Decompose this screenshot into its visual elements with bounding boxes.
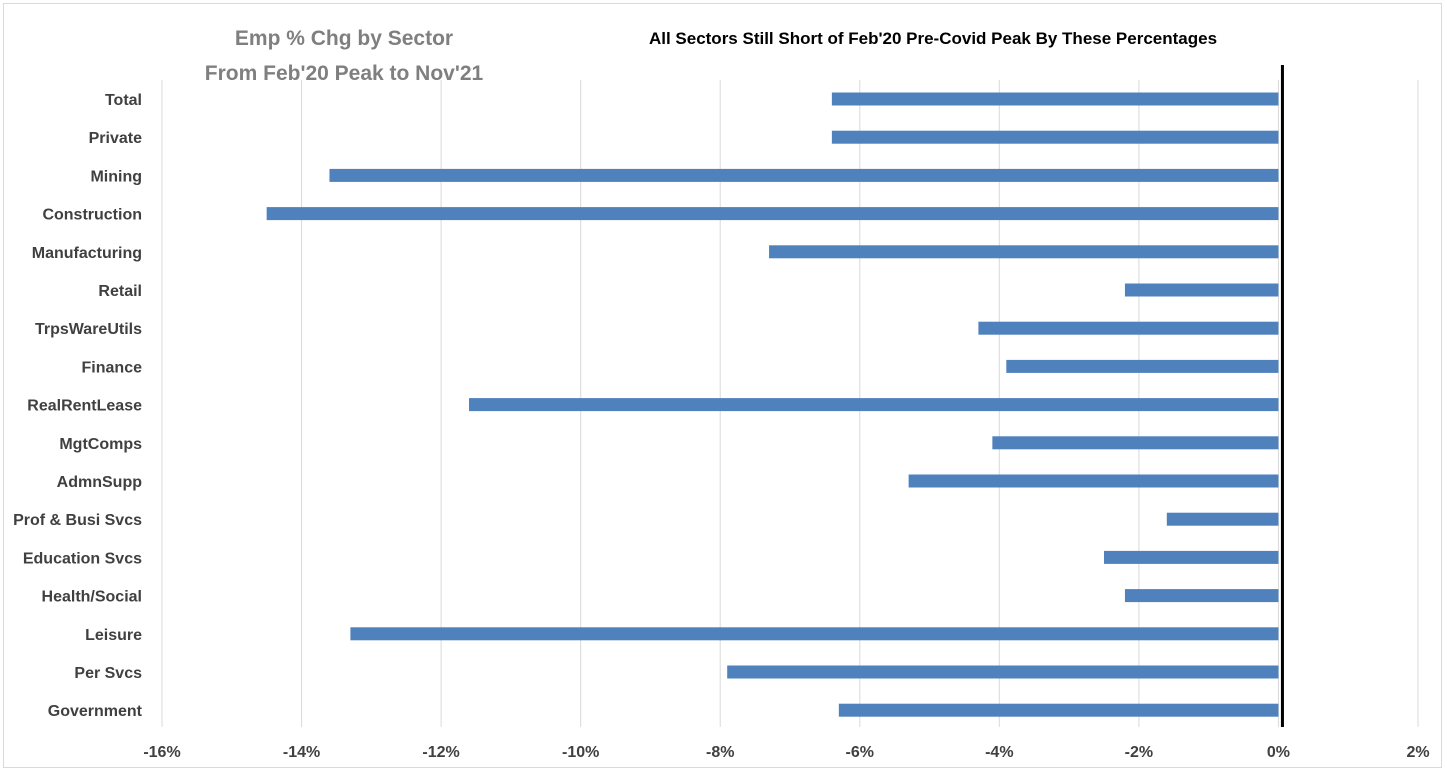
x-tick-label: -2%	[1125, 744, 1153, 761]
chart-subtitle: All Sectors Still Short of Feb'20 Pre-Co…	[649, 29, 1217, 48]
x-tick-label: -10%	[562, 744, 599, 761]
bar	[1124, 283, 1279, 297]
category-label: Private	[89, 130, 142, 147]
bar	[978, 321, 1279, 335]
bar	[266, 207, 1279, 221]
bar	[727, 665, 1279, 679]
x-tick-label: -8%	[706, 744, 734, 761]
bar	[1006, 359, 1279, 373]
x-tick-label: -14%	[283, 744, 320, 761]
bar	[1124, 589, 1279, 603]
bar	[769, 245, 1279, 259]
x-tick-labels: -16% -14% -12% -10% -8% -6% -4% -2% 0% 2%	[143, 744, 1429, 761]
category-label: RealRentLease	[27, 398, 142, 415]
category-label: Finance	[82, 359, 143, 376]
category-label: Leisure	[85, 627, 142, 644]
category-label: Health/Social	[42, 589, 142, 606]
bar	[838, 703, 1279, 717]
category-label: MgtComps	[59, 436, 142, 453]
category-labels: Total Private Mining Construction Manufactur…	[13, 92, 143, 720]
category-label: Prof & Busi Svcs	[13, 512, 142, 529]
x-tick-label: 2%	[1406, 744, 1429, 761]
category-label: Per Svcs	[74, 665, 142, 682]
category-label: Education Svcs	[23, 550, 142, 567]
bar	[831, 92, 1279, 106]
bar	[992, 436, 1279, 450]
category-label: Government	[48, 703, 143, 720]
category-label: Total	[105, 92, 142, 109]
category-label: TrpsWareUtils	[35, 321, 142, 338]
x-tick-label: -4%	[985, 744, 1013, 761]
bars	[266, 92, 1279, 717]
bar	[1104, 550, 1279, 564]
category-label: Manufacturing	[32, 245, 142, 262]
bar	[908, 474, 1279, 488]
bar	[831, 130, 1279, 144]
bar	[469, 398, 1279, 412]
chart-title-line-1: Emp % Chg by Sector	[235, 27, 453, 50]
chart-frame	[3, 3, 1442, 768]
x-tick-label: -12%	[422, 744, 459, 761]
chart-title-line-2: From Feb'20 Peak to Nov'21	[205, 62, 484, 85]
category-label: Retail	[98, 283, 142, 300]
bar	[350, 627, 1279, 641]
x-tick-label: 0%	[1267, 744, 1290, 761]
x-tick-label: -6%	[846, 744, 874, 761]
x-tick-label: -16%	[143, 744, 180, 761]
bar	[1166, 512, 1279, 526]
category-label: AdmnSupp	[57, 474, 143, 491]
bar	[329, 168, 1279, 182]
category-label: Construction	[42, 207, 142, 224]
category-label: Mining	[90, 168, 142, 185]
